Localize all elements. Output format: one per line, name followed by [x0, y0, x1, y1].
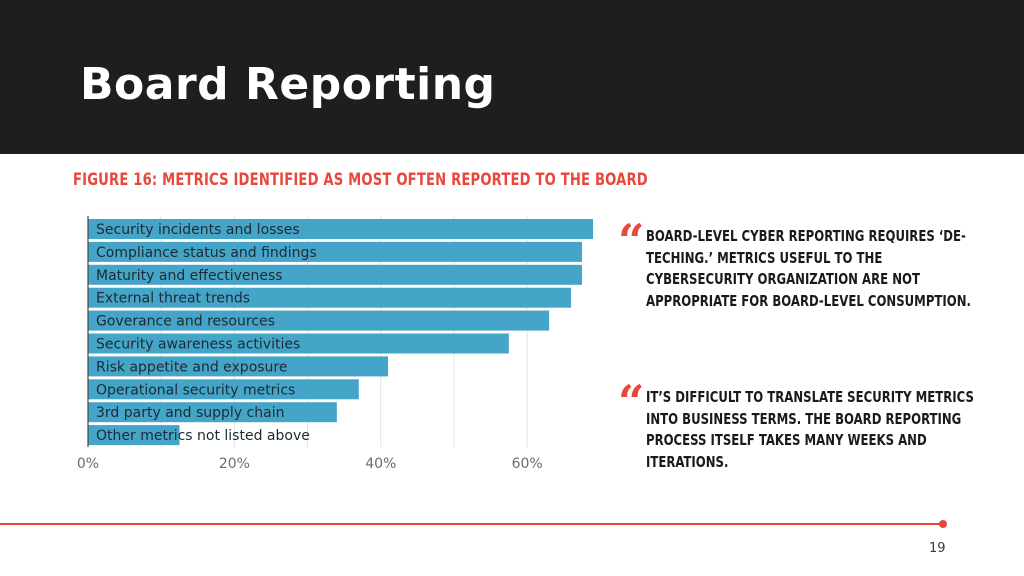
- figure-title: FIGURE 16: METRICS IDENTIFIED AS MOST OF…: [73, 170, 648, 190]
- bar: [88, 402, 337, 423]
- quote-1: “ BOARD-LEVEL CYBER REPORTING REQUIRES ‘…: [618, 218, 971, 316]
- bar-label: Security awareness activities: [96, 337, 300, 353]
- bar-label: 3rd party and supply chain: [96, 405, 284, 421]
- bar-label: Other metrics not listed above: [96, 428, 310, 444]
- bar: [88, 333, 509, 354]
- slide-title: Board Reporting: [80, 59, 496, 110]
- page-number: 19: [929, 541, 946, 556]
- bar: [88, 219, 593, 239]
- x-tick-label: 40%: [365, 456, 396, 472]
- bar-label: Security incidents and losses: [96, 222, 300, 238]
- bar: [88, 379, 359, 400]
- bar-label: Compliance status and findings: [96, 245, 317, 261]
- bar-label: Maturity and effectiveness: [96, 268, 283, 284]
- x-tick-label: 20%: [219, 456, 250, 472]
- x-tick-label: 0%: [77, 456, 99, 472]
- bar: [88, 287, 572, 308]
- quote-mark-icon: “: [618, 375, 645, 429]
- bar: [88, 241, 583, 262]
- bar: [88, 425, 180, 446]
- quote-mark-icon: “: [618, 214, 645, 268]
- quote-1-text: BOARD-LEVEL CYBER REPORTING REQUIRES ‘DE…: [646, 227, 971, 310]
- title-bar: Board Reporting: [0, 0, 1024, 154]
- bar-label: External threat trends: [96, 291, 250, 307]
- bar-label: Operational security metrics: [96, 382, 295, 398]
- footer-divider: [0, 523, 943, 525]
- bar-label: Goverance and resources: [96, 314, 275, 330]
- bar: [88, 264, 583, 285]
- bar: [88, 310, 550, 331]
- footer-dot: [939, 520, 947, 528]
- bar: [88, 356, 389, 377]
- quote-2-text: IT’S DIFFICULT TO TRANSLATE SECURITY MET…: [646, 388, 974, 471]
- x-tick-label: 60%: [512, 456, 543, 472]
- quote-2: “ IT’S DIFFICULT TO TRANSLATE SECURITY M…: [618, 379, 974, 477]
- bar-label: Risk appetite and exposure: [96, 359, 288, 375]
